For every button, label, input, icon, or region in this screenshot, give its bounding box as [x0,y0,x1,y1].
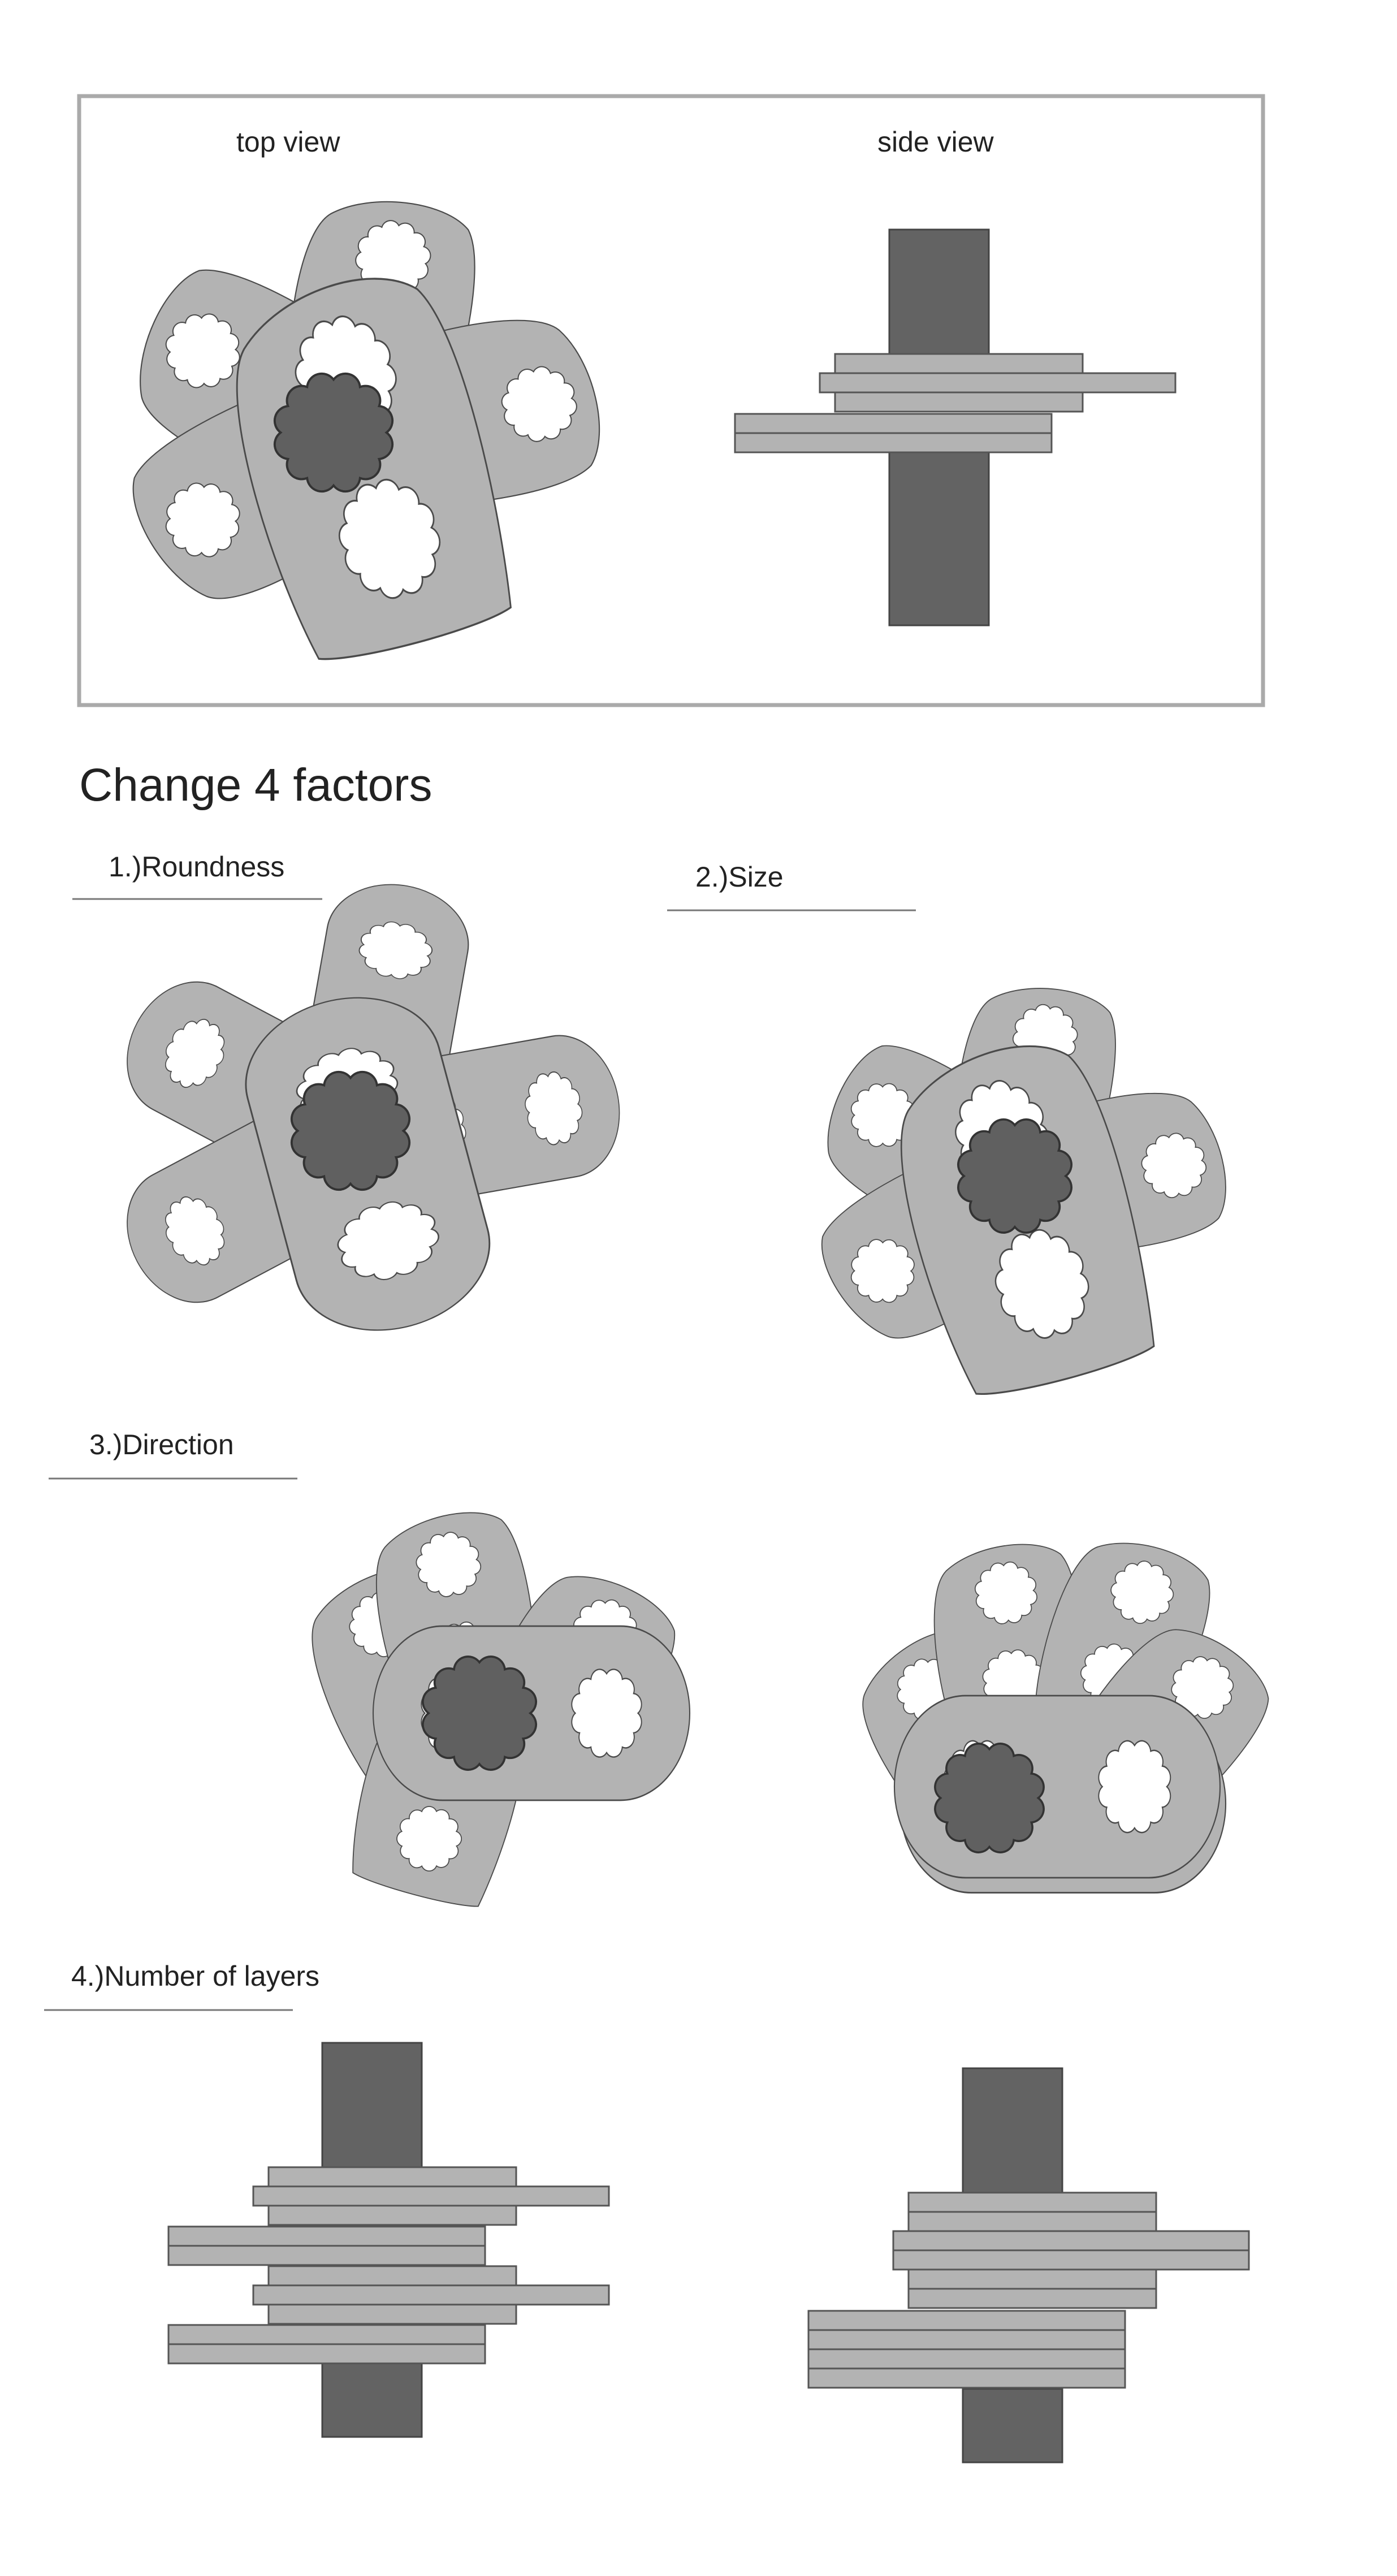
factor-layers-label: 4.)Number of layers [71,1960,319,1992]
layer-plate [267,2205,517,2226]
roundness-flower [105,874,630,1351]
stem-bottom [321,2362,423,2438]
direction-flower-a [292,1503,694,1914]
direction-flower-b [840,1522,1288,1892]
factor-roundness-label: 1.)Roundness [109,851,284,883]
side-view-label: side view [877,126,994,158]
layer-plate [252,2185,610,2207]
layer-plate [807,2329,1126,2350]
layer-plate [907,2211,1157,2232]
core-stem [421,1655,538,1771]
stem-top [888,228,990,355]
stem-bottom [888,451,990,626]
layer-plate [252,2284,610,2306]
top-view-label: top view [236,126,340,158]
layer-plate [734,432,1053,453]
layer-plate [734,413,1053,434]
factor-size-label: 2.)Size [695,861,784,893]
layer-plate [807,2310,1126,2331]
layer-plate [267,2166,517,2188]
layers-stack-a [167,2042,610,2438]
layer-plate [167,2225,486,2247]
layer-plate [819,372,1177,394]
layer-plate [834,353,1084,374]
layer-plate [267,2303,517,2325]
layer-plate [807,2348,1126,2370]
core-stem [934,1743,1045,1853]
core-stem [957,1118,1073,1234]
layer-plate [267,2265,517,2287]
top-view-flower [110,187,610,673]
layers-stack-b [807,2067,1250,2463]
layer-plate [892,2230,1250,2251]
layer-plate [834,391,1084,413]
layer-plate [167,2324,486,2345]
page-heading: Change 4 factors [79,759,432,811]
layer-plate [167,2343,486,2365]
top-panel-frame [77,94,1265,707]
stem-top [962,2067,1063,2194]
layer-plate [892,2249,1250,2271]
stem-top [321,2042,423,2168]
side-view-stack [734,228,1177,626]
layer-plate [907,2288,1157,2309]
layer-plate [907,2268,1157,2290]
core-stem [290,1070,411,1191]
layer-plate [167,2245,486,2266]
size-flower [802,975,1235,1407]
stem-bottom [962,2388,1063,2463]
layer-plate [807,2367,1126,2389]
factor-direction-label: 3.)Direction [89,1429,234,1460]
core-stem [273,372,394,493]
layer-plate [907,2192,1157,2213]
